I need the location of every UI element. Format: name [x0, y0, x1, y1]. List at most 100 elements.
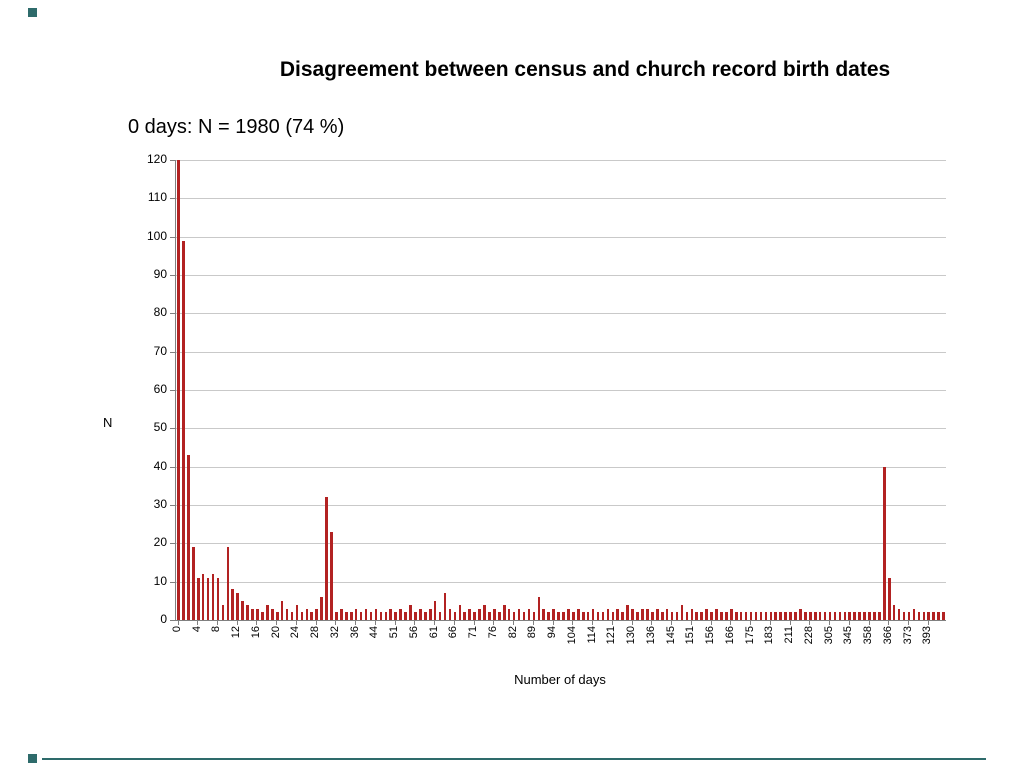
bar: [187, 455, 190, 620]
x-axis-tick: [592, 621, 594, 625]
y-axis-tick: [170, 581, 175, 583]
bar: [883, 466, 886, 620]
bar: [764, 612, 768, 620]
bar: [547, 612, 550, 620]
x-axis-tick: [848, 621, 850, 625]
bar: [295, 604, 299, 620]
bar: [660, 612, 664, 620]
bar: [665, 608, 669, 620]
y-axis-tick: [170, 351, 175, 353]
bar: [927, 612, 931, 620]
bar: [655, 608, 659, 620]
bar: [868, 612, 871, 620]
bar: [241, 600, 244, 620]
x-axis-tick: [572, 621, 574, 625]
bar: [463, 612, 467, 620]
bar: [374, 608, 378, 620]
gridline: [176, 236, 946, 238]
x-axis-tick: [809, 621, 811, 625]
y-tick-label: 50: [153, 420, 167, 435]
bar: [216, 577, 220, 620]
x-axis-tick: [374, 621, 376, 625]
x-tick-label: 0: [171, 626, 183, 633]
x-tick-label: 89: [526, 626, 539, 639]
x-axis-tick: [177, 621, 179, 625]
bar: [670, 612, 674, 620]
bar: [843, 612, 847, 620]
y-axis-tick: [170, 160, 175, 161]
x-axis-tick: [414, 621, 416, 625]
bar: [280, 600, 284, 620]
x-tick-label: 121: [605, 626, 618, 645]
bar: [369, 612, 373, 620]
y-tick-label: 60: [153, 382, 167, 396]
gridline: [176, 390, 946, 391]
bar: [616, 608, 620, 620]
y-axis-tick: [170, 620, 175, 621]
x-axis-tick: [335, 621, 337, 625]
bar: [305, 608, 309, 620]
x-tick-label: 76: [486, 626, 499, 639]
bar: [226, 547, 230, 620]
x-axis-tick: [927, 621, 929, 625]
y-tick-label: 0: [160, 612, 167, 626]
x-tick-label: 51: [388, 626, 401, 639]
bottom-accent-line: [42, 758, 986, 760]
x-tick-label: 183: [763, 626, 776, 645]
x-axis-tick: [355, 621, 357, 625]
bar: [201, 574, 205, 620]
bar: [177, 160, 180, 620]
x-axis-tick: [216, 621, 218, 625]
bar: [359, 612, 363, 620]
x-axis-tick: [552, 621, 554, 625]
bar: [853, 612, 856, 620]
bar: [433, 600, 437, 620]
x-tick-label: 32: [328, 626, 341, 639]
x-axis-tick: [769, 621, 771, 625]
x-tick-label: 166: [723, 626, 736, 645]
bar: [651, 612, 654, 620]
x-tick-label: 71: [467, 626, 480, 639]
bar: [473, 612, 476, 620]
x-axis-tick: [236, 621, 238, 625]
y-tick-label: 110: [147, 190, 167, 205]
bar: [744, 612, 748, 620]
bar: [552, 608, 555, 620]
bar: [414, 612, 417, 620]
y-tick-label: 70: [153, 343, 167, 358]
bar: [725, 612, 728, 620]
y-tick-label: 120: [146, 152, 167, 166]
gridline: [176, 505, 946, 506]
bar: [567, 608, 570, 620]
top-left-accent-square: [28, 8, 37, 17]
x-axis-tick: [631, 621, 633, 625]
bar: [236, 593, 240, 620]
bar: [784, 612, 787, 620]
x-tick-label: 56: [407, 626, 420, 639]
y-axis-title: N: [103, 415, 113, 430]
bar: [789, 612, 792, 620]
bar: [922, 612, 926, 620]
bar: [848, 612, 852, 620]
bar: [275, 612, 279, 620]
y-tick-label: 30: [153, 497, 167, 511]
y-tick-label: 90: [153, 267, 167, 281]
x-axis-tick: [315, 621, 317, 625]
bar: [749, 612, 753, 620]
x-tick-label: 393: [921, 626, 934, 645]
x-axis-tick: [197, 621, 199, 625]
x-tick-label: 305: [822, 626, 835, 645]
bar: [759, 612, 763, 620]
bar: [833, 612, 837, 620]
x-tick-label: 130: [625, 626, 638, 645]
bar: [641, 608, 644, 620]
bar: [917, 612, 921, 620]
bar: [705, 608, 708, 620]
y-tick-label: 10: [153, 573, 167, 588]
bar: [873, 612, 876, 620]
bar: [409, 604, 412, 620]
bar: [354, 608, 358, 620]
x-axis-tick: [295, 621, 297, 625]
bar: [695, 612, 699, 620]
